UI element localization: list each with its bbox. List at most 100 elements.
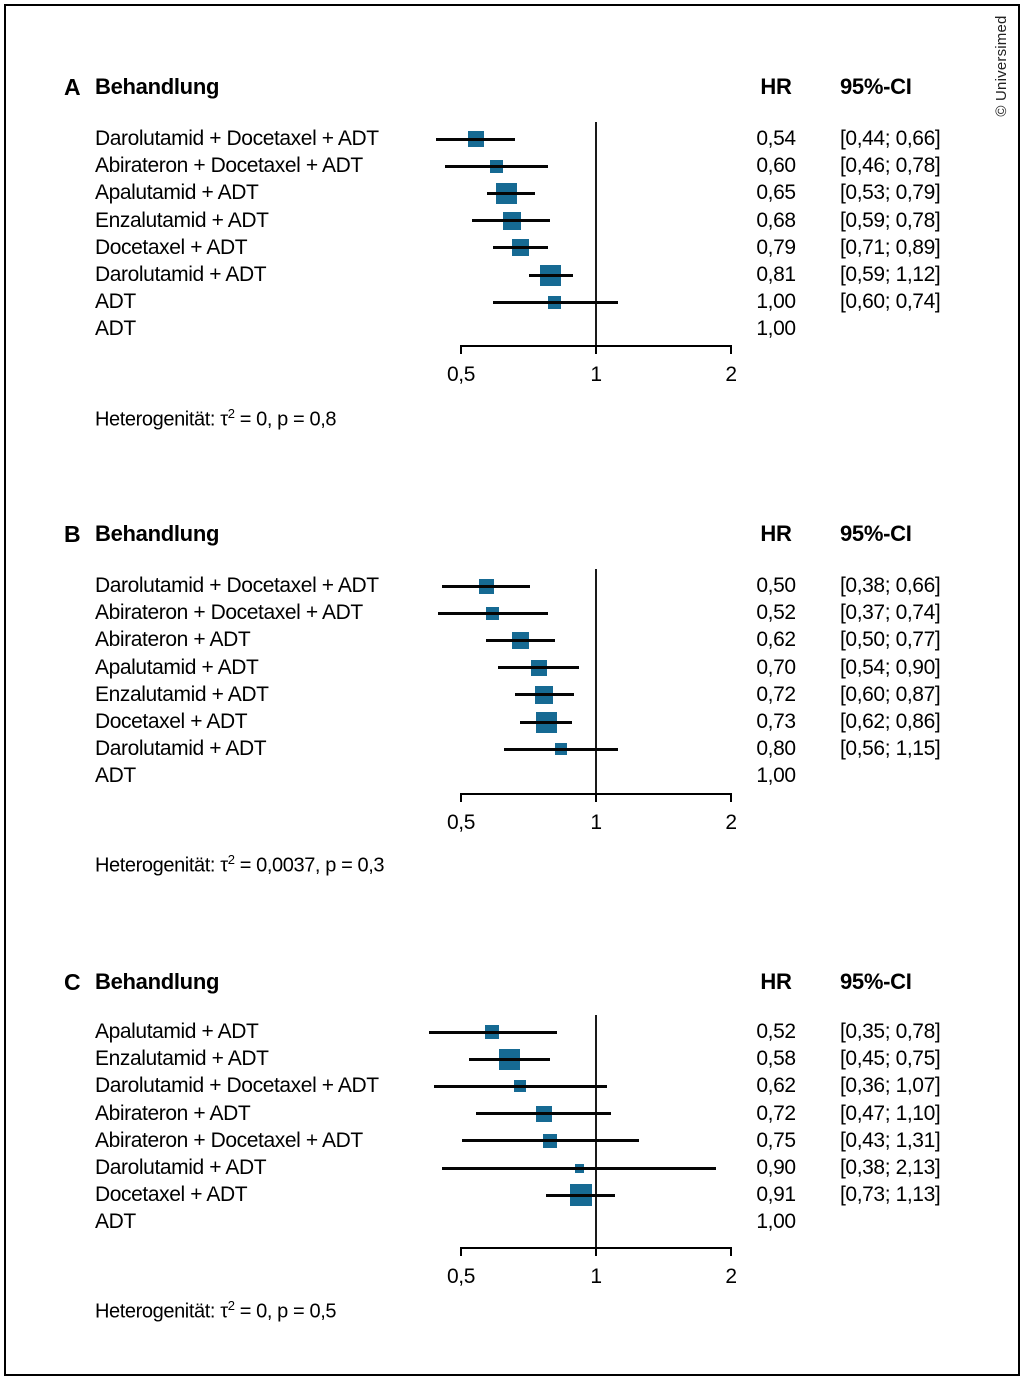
row-label: Abirateron + ADT <box>95 628 251 652</box>
row-label: Enzalutamid + ADT <box>95 208 269 232</box>
x-axis-tick <box>730 1247 732 1256</box>
ci-line <box>520 720 573 724</box>
hr-value: 0,72 <box>756 682 796 706</box>
heterogeneity-text: 2 <box>227 406 235 421</box>
column-header-hr: HR <box>760 969 792 994</box>
ci-line <box>469 1057 551 1061</box>
column-header-ci: 95%-CI <box>840 74 912 99</box>
hr-value: 0,65 <box>756 181 796 205</box>
ci-line <box>476 1112 612 1116</box>
x-axis-tick-label: 0,5 <box>447 811 475 834</box>
heterogeneity-text: Heterogenität: τ <box>95 408 228 431</box>
row-label: Abirateron + Docetaxel + ADT <box>95 1128 363 1152</box>
x-axis-tick <box>460 1247 462 1256</box>
heterogeneity-text: = 0, p = 0,8 <box>234 408 337 431</box>
ci-value: [0,53; 0,79] <box>840 181 941 205</box>
x-axis-tick-label: 2 <box>725 1265 737 1288</box>
ci-value: [0,59; 1,12] <box>840 263 941 286</box>
heterogeneity-text: 2 <box>227 852 235 867</box>
figure-border <box>4 4 1020 1376</box>
row-label: Darolutamid + ADT <box>95 263 267 286</box>
ci-line <box>472 219 551 223</box>
row-label: Darolutamid + Docetaxel + ADT <box>95 1074 379 1098</box>
hr-value: 0,62 <box>756 1074 796 1098</box>
row-label: Docetaxel + ADT <box>95 1183 248 1207</box>
ci-line <box>433 1084 607 1088</box>
ci-line <box>442 584 531 588</box>
reference-line <box>595 122 597 354</box>
ci-line <box>493 300 619 304</box>
x-axis-tick <box>730 793 732 802</box>
ci-value: [0,60; 0,74] <box>840 290 941 314</box>
hr-value: 1,00 <box>756 290 796 314</box>
hr-value: 0,62 <box>756 628 796 652</box>
ci-line <box>493 246 548 250</box>
row-label: Apalutamid + ADT <box>95 655 259 679</box>
x-axis-tick-label: 1 <box>590 1265 602 1288</box>
ci-value: [0,54; 0,90] <box>840 655 941 679</box>
ci-value: [0,38; 2,13] <box>840 1156 941 1179</box>
ci-value: [0,50; 0,77] <box>840 628 941 652</box>
ci-value: [0,71; 0,89] <box>840 235 941 259</box>
hr-value: 0,79 <box>756 235 796 259</box>
row-label: ADT <box>95 1210 136 1234</box>
row-label: Darolutamid + Docetaxel + ADT <box>95 127 379 150</box>
row-label: ADT <box>95 764 136 788</box>
ci-value: [0,45; 0,75] <box>840 1047 941 1071</box>
x-axis-tick-label: 0,5 <box>447 363 475 386</box>
ci-value: [0,38; 0,66] <box>840 574 941 597</box>
column-header-hr: HR <box>760 521 792 546</box>
heterogeneity-text: = 0,0037, p = 0,3 <box>234 854 385 877</box>
row-label: ADT <box>95 317 136 341</box>
column-header-treatment: Behandlung <box>95 521 220 546</box>
ci-value: [0,59; 0,78] <box>840 208 941 232</box>
hr-value: 0,81 <box>756 263 796 286</box>
ci-line <box>438 611 549 615</box>
ci-value: [0,46; 0,78] <box>840 154 941 178</box>
hr-value: 0,80 <box>756 737 796 761</box>
x-axis-tick <box>460 345 462 354</box>
row-label: Darolutamid + Docetaxel + ADT <box>95 574 379 597</box>
row-label: ADT <box>95 290 136 314</box>
hr-value: 0,54 <box>756 127 796 150</box>
row-label: Docetaxel + ADT <box>95 710 248 733</box>
ci-value: [0,35; 0,78] <box>840 1020 941 1043</box>
heterogeneity-text: Heterogenität: τ <box>95 854 228 877</box>
hr-value: 0,73 <box>756 710 796 733</box>
ci-value: [0,43; 1,31] <box>840 1128 941 1152</box>
heterogeneity-note: Heterogenität: τ2 = 0, p = 0,5 <box>95 1294 337 1324</box>
panel-letter: A <box>64 74 81 100</box>
hr-value: 1,00 <box>756 764 796 788</box>
hr-value: 0,52 <box>756 1020 796 1043</box>
row-label: Enzalutamid + ADT <box>95 682 269 706</box>
heterogeneity-note: Heterogenität: τ2 = 0, p = 0,8 <box>95 402 337 432</box>
ci-line <box>498 666 580 670</box>
row-label: Docetaxel + ADT <box>95 235 248 259</box>
x-axis-tick <box>730 345 732 354</box>
x-axis-tick-label: 2 <box>725 363 737 386</box>
reference-line <box>595 569 597 802</box>
ci-line <box>546 1193 616 1197</box>
x-axis-tick-label: 1 <box>590 363 602 386</box>
ci-value: [0,44; 0,66] <box>840 127 941 150</box>
column-header-treatment: Behandlung <box>95 969 220 994</box>
column-header-ci: 95%-CI <box>840 521 912 546</box>
copyright-text: © Universimed <box>993 15 1010 117</box>
heterogeneity-note: Heterogenität: τ2 = 0,0037, p = 0,3 <box>95 848 385 878</box>
ci-value: [0,56; 1,15] <box>840 737 941 761</box>
ci-line <box>503 747 619 751</box>
ci-line <box>486 638 555 642</box>
ci-line <box>462 1139 639 1143</box>
reference-line <box>595 1015 597 1256</box>
panel-letter: B <box>64 521 81 547</box>
hr-value: 0,90 <box>756 1156 796 1179</box>
ci-line <box>436 137 516 141</box>
row-label: Abirateron + ADT <box>95 1101 251 1125</box>
ci-line <box>486 191 535 195</box>
hr-value: 0,68 <box>756 208 796 232</box>
hr-value: 0,50 <box>756 574 796 597</box>
column-header-hr: HR <box>760 74 792 99</box>
hr-value: 0,70 <box>756 655 796 679</box>
heterogeneity-text: 2 <box>227 1298 235 1313</box>
